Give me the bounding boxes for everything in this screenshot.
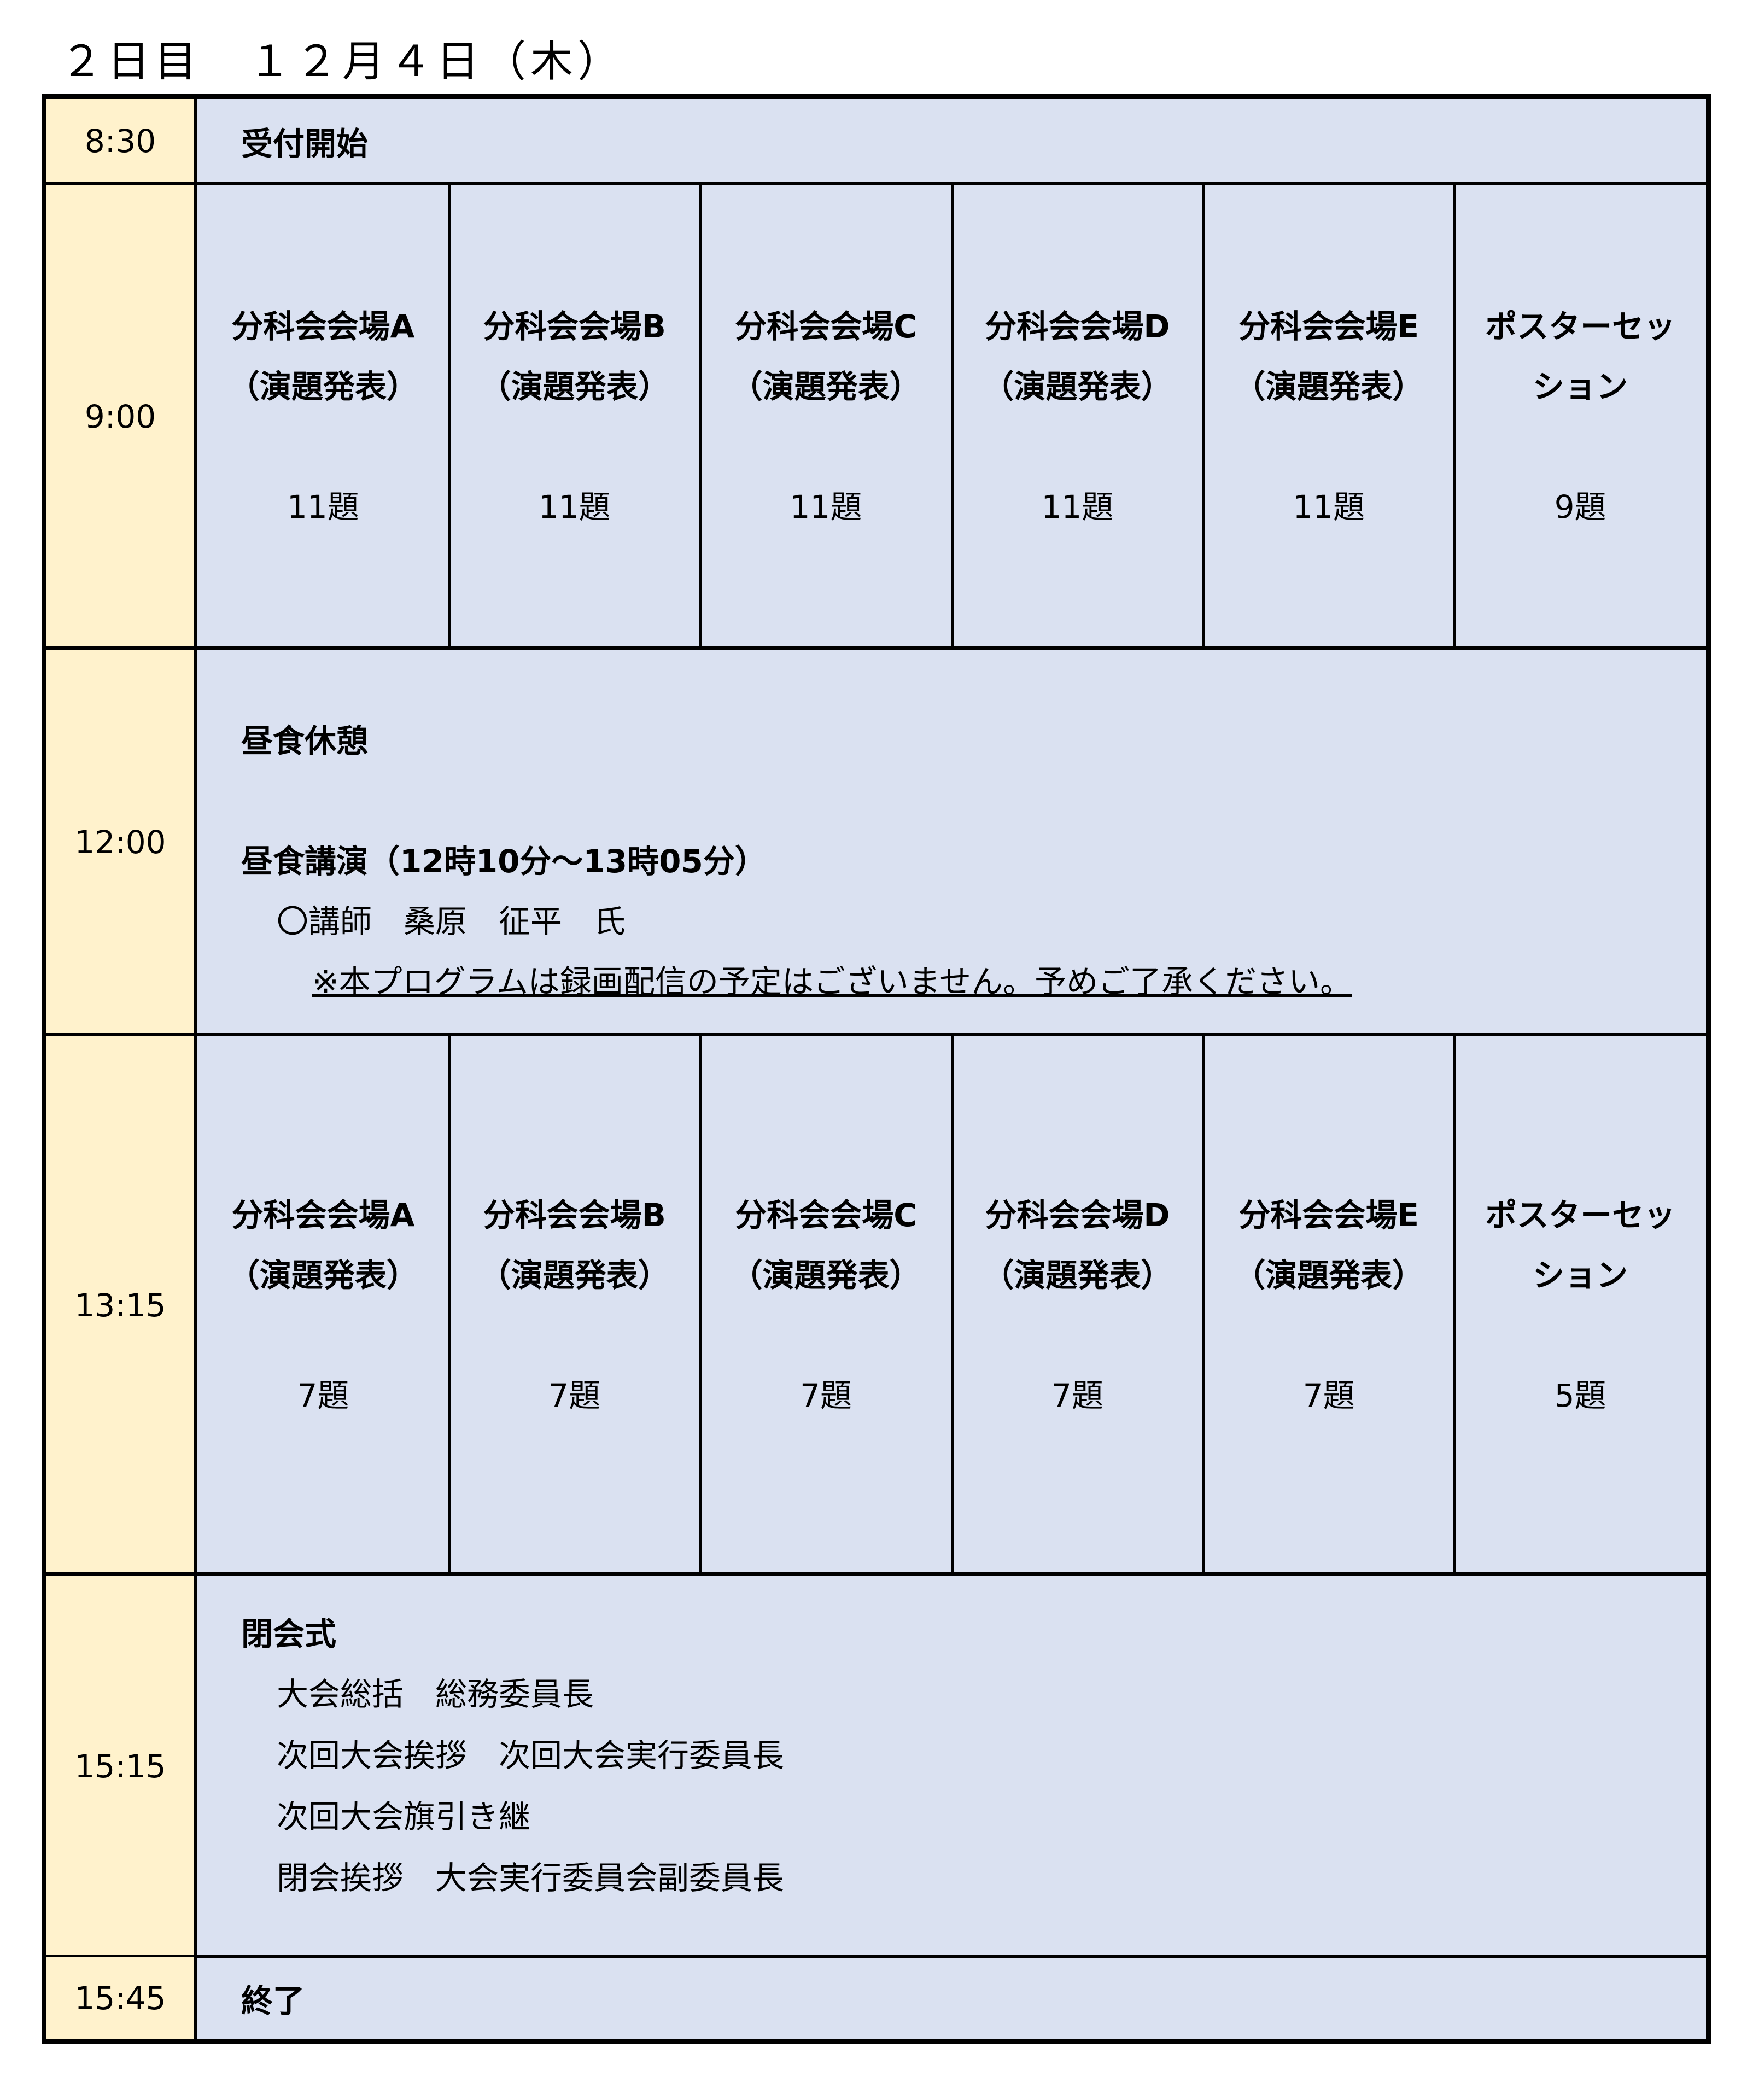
session-count: 7題 bbox=[800, 1376, 852, 1414]
session-count: 7題 bbox=[297, 1376, 349, 1414]
closing-label: 閉会式 bbox=[241, 1615, 337, 1653]
column-divider bbox=[1453, 185, 1457, 648]
time-cell: 15:15 bbox=[46, 1576, 197, 1957]
session-cell: 分科会会場D （演題発表） 7題 bbox=[952, 1036, 1203, 1574]
session-sub: （演題発表） bbox=[982, 368, 1173, 405]
session-name: ポスターセッ bbox=[1485, 307, 1676, 345]
session-count: 7題 bbox=[1051, 1376, 1103, 1414]
session-count: 7題 bbox=[548, 1376, 601, 1414]
session-name: 分科会会場D bbox=[985, 1196, 1170, 1234]
session-name: 分科会会場A bbox=[231, 307, 415, 345]
closing-item: 閉会挨拶 大会実行委員会副委員長 bbox=[277, 1859, 785, 1897]
lunch-lecture-label: 昼食講演（12時10分～13時05分） bbox=[241, 843, 767, 880]
column-divider bbox=[1453, 1036, 1457, 1574]
session-count: 11題 bbox=[538, 488, 611, 526]
session-count: 5題 bbox=[1554, 1376, 1606, 1414]
closing-item: 次回大会旗引き継 bbox=[277, 1798, 531, 1835]
schedule-table: 8:30 受付開始 9:00 分科会会場A （演題発表） 11題 分科会会場B （演題発… bbox=[42, 94, 1711, 2044]
session-name: 分科会会場E bbox=[1238, 307, 1419, 345]
session-sub: ション bbox=[1533, 1256, 1628, 1294]
column-divider bbox=[447, 1036, 451, 1574]
session-cell: 分科会会場A （演題発表） 7題 bbox=[197, 1036, 449, 1574]
session-count: 11題 bbox=[1041, 488, 1114, 526]
session-cell: ポスターセッ ション 9題 bbox=[1454, 185, 1706, 648]
session-cell: 分科会会場B （演題発表） 7題 bbox=[449, 1036, 700, 1574]
time-cell: 13:15 bbox=[46, 1036, 197, 1574]
session-cell: 分科会会場A （演題発表） 11題 bbox=[197, 185, 449, 648]
recording-note: ※本プログラムは録画配信の予定はございません。予めご了承ください。 bbox=[312, 963, 1352, 1000]
session-count: 9題 bbox=[1554, 488, 1606, 526]
session-sub: （演題発表） bbox=[479, 1256, 670, 1294]
session-cell: 分科会会場E （演題発表） 11題 bbox=[1203, 185, 1454, 648]
column-divider bbox=[447, 185, 451, 648]
time-cell: 12:00 bbox=[46, 650, 197, 1035]
page-title: ２日目 １２月４日（木） bbox=[60, 37, 625, 86]
column-divider bbox=[1202, 1036, 1205, 1574]
row-divider bbox=[46, 1572, 1706, 1576]
session-name: ポスターセッ bbox=[1485, 1196, 1676, 1234]
end-label: 終了 bbox=[241, 1982, 305, 2020]
column-divider bbox=[950, 185, 954, 648]
session-sub: （演題発表） bbox=[731, 368, 921, 405]
session-name: 分科会会場C bbox=[735, 1196, 917, 1234]
time-cell: 15:45 bbox=[46, 1957, 197, 2039]
lunch-break-label: 昼食休憩 bbox=[241, 722, 369, 760]
session-cell: 分科会会場B （演題発表） 11題 bbox=[449, 185, 700, 648]
session-sub: （演題発表） bbox=[1234, 368, 1424, 405]
lecturer: 〇講師 桑原 征平 氏 bbox=[277, 903, 626, 940]
closing-item: 次回大会挨拶 次回大会実行委員長 bbox=[277, 1737, 785, 1774]
session-name: 分科会会場E bbox=[1238, 1196, 1419, 1234]
column-divider bbox=[950, 1036, 954, 1574]
time-cell: 9:00 bbox=[46, 185, 197, 648]
session-sub: （演題発表） bbox=[731, 1256, 921, 1294]
session-sub: （演題発表） bbox=[227, 1256, 418, 1294]
morning-sessions: 分科会会場A （演題発表） 11題 分科会会場B （演題発表） 11題 分科会会場C （演題発… bbox=[197, 185, 1706, 648]
session-sub: （演題発表） bbox=[227, 368, 418, 405]
lunch-block: 昼食休憩 昼食講演（12時10分～13時05分） 〇講師 桑原 征平 氏 ※本プ… bbox=[197, 650, 1706, 1035]
session-sub: （演題発表） bbox=[982, 1256, 1173, 1294]
session-name: 分科会会場A bbox=[231, 1196, 415, 1234]
column-divider bbox=[699, 185, 702, 648]
row-divider bbox=[46, 182, 1706, 185]
row-divider bbox=[46, 1033, 1706, 1036]
session-cell: 分科会会場D （演題発表） 11題 bbox=[952, 185, 1203, 648]
session-cell: 分科会会場C （演題発表） 7題 bbox=[700, 1036, 952, 1574]
reception-label: 受付開始 bbox=[241, 125, 369, 162]
session-name: 分科会会場B bbox=[483, 307, 666, 345]
session-count: 11題 bbox=[790, 488, 862, 526]
row-divider bbox=[46, 1955, 1706, 1958]
column-divider bbox=[1202, 185, 1205, 648]
session-sub: ション bbox=[1533, 368, 1628, 405]
column-divider bbox=[699, 1036, 702, 1574]
closing-block: 閉会式 大会総括 総務委員長 次回大会挨拶 次回大会実行委員長 次回大会旗引き継… bbox=[197, 1576, 1706, 1957]
closing-item: 大会総括 総務委員長 bbox=[277, 1676, 594, 1713]
afternoon-sessions: 分科会会場A （演題発表） 7題 分科会会場B （演題発表） 7題 分科会会場C （演題発表）… bbox=[197, 1036, 1706, 1574]
session-cell: 分科会会場C （演題発表） 11題 bbox=[700, 185, 952, 648]
session-name: 分科会会場C bbox=[735, 307, 917, 345]
session-count: 7題 bbox=[1302, 1376, 1355, 1414]
session-count: 11題 bbox=[1293, 488, 1365, 526]
session-cell: ポスターセッ ション 5題 bbox=[1454, 1036, 1706, 1574]
row-divider bbox=[46, 646, 1706, 650]
session-count: 11題 bbox=[287, 488, 359, 526]
time-cell: 8:30 bbox=[46, 99, 197, 183]
session-sub: （演題発表） bbox=[1234, 1256, 1424, 1294]
session-cell: 分科会会場E （演題発表） 7題 bbox=[1203, 1036, 1454, 1574]
session-sub: （演題発表） bbox=[479, 368, 670, 405]
session-name: 分科会会場D bbox=[985, 307, 1170, 345]
session-name: 分科会会場B bbox=[483, 1196, 666, 1234]
